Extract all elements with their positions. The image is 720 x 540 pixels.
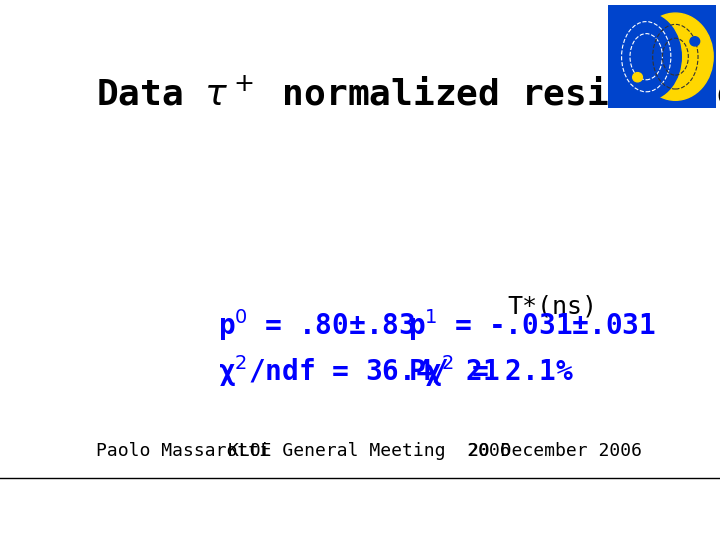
Text: 20 December 2006: 20 December 2006 [469, 442, 642, 460]
Text: Pχ$^2$ = 2.1%: Pχ$^2$ = 2.1% [408, 353, 574, 389]
Text: Paolo Massarotti: Paolo Massarotti [96, 442, 269, 460]
Circle shape [633, 72, 642, 82]
Ellipse shape [611, 13, 681, 100]
Circle shape [690, 37, 700, 46]
Text: Data $\tau^+$ normalized residual evaluation: Data $\tau^+$ normalized residual evalua… [96, 77, 720, 112]
Text: χ$^2$/ndf = 36.4/ 21: χ$^2$/ndf = 36.4/ 21 [218, 353, 500, 389]
Text: KLOE General Meeting  2006: KLOE General Meeting 2006 [228, 442, 510, 460]
Text: p$^0$ = .80±.83: p$^0$ = .80±.83 [218, 307, 416, 343]
Text: p$^1$ = -.031±.031: p$^1$ = -.031±.031 [408, 307, 656, 343]
Text: T*(ns): T*(ns) [508, 294, 598, 319]
Ellipse shape [638, 13, 713, 100]
